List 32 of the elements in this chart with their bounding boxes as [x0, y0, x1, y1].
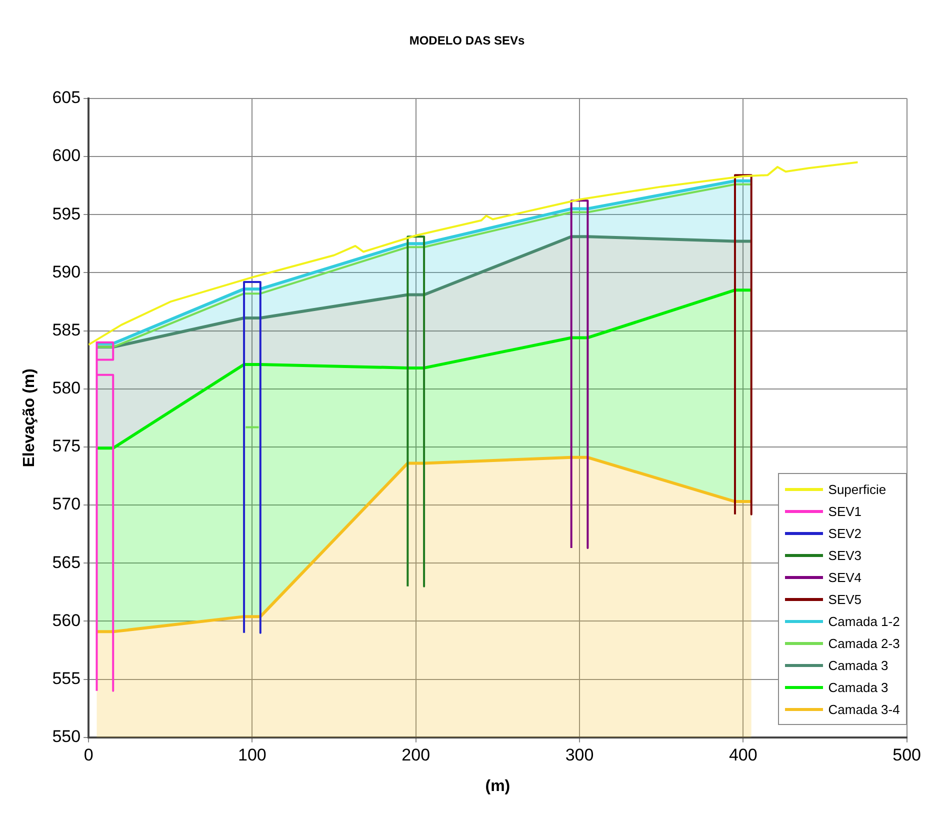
x-tick-label: 200 [402, 745, 430, 764]
x-tick-label: 500 [892, 745, 922, 764]
y-axis-title: Elevação (m) [21, 368, 38, 468]
y-tick-label: 595 [52, 204, 81, 224]
legend-label: Camada 1-2 [828, 614, 900, 629]
y-tick-label: 560 [52, 610, 81, 630]
y-tick-label: 550 [52, 727, 81, 746]
legend-label: Camada 3-4 [828, 702, 900, 717]
y-tick-label: 575 [52, 436, 81, 456]
legend-label: Camada 3 [828, 680, 888, 695]
x-axis-title: (m) [485, 778, 510, 795]
x-tick-label: 100 [238, 745, 266, 764]
y-tick-label: 590 [52, 262, 81, 282]
chart-title: MODELO DAS SEVs [409, 34, 525, 48]
y-tick-label: 565 [52, 552, 81, 572]
x-tick-label: 400 [728, 745, 758, 764]
y-tick-label: 605 [52, 88, 81, 108]
y-tick-label: 585 [52, 320, 81, 340]
x-tick-label: 0 [84, 745, 94, 764]
y-tick-label: 580 [52, 378, 81, 398]
legend-label: SEV2 [828, 526, 862, 541]
legend-label: Camada 3 [828, 658, 888, 673]
legend-label: SEV3 [828, 548, 862, 563]
legend-label: SEV5 [828, 592, 862, 607]
y-tick-label: 570 [52, 494, 81, 514]
legend-label: SEV4 [828, 570, 862, 585]
x-tick-label: 300 [565, 745, 594, 764]
legend-label: Superficie [828, 482, 886, 497]
y-tick-label: 555 [52, 668, 81, 688]
y-tick-label: 600 [52, 146, 81, 166]
legend-label: SEV1 [828, 504, 862, 519]
legend-label: Camada 2-3 [828, 636, 900, 651]
